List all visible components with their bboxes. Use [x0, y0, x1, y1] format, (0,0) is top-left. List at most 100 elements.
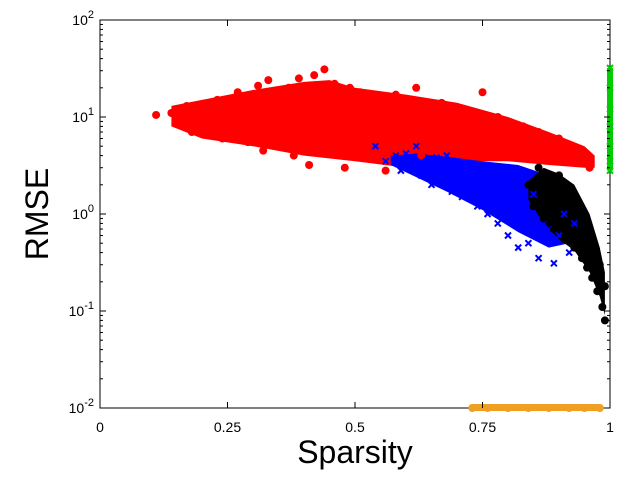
series-2-point-3 — [539, 214, 548, 223]
series-0-point-25 — [310, 71, 319, 80]
series-1-point-12 — [443, 151, 451, 160]
x-axis-label: Sparsity — [297, 434, 413, 470]
series-0-point-56 — [483, 122, 492, 131]
series-2-point-17 — [593, 287, 602, 296]
series-2-point-4 — [544, 185, 553, 194]
series-0-point-53 — [463, 134, 472, 143]
orange-band — [472, 404, 600, 411]
series-0-point-37 — [371, 134, 380, 143]
series-2-point-12 — [580, 219, 589, 228]
y-axis-label: RMSE — [19, 168, 55, 260]
series-0-point-6 — [208, 117, 217, 126]
series-0-point-9 — [223, 108, 232, 117]
series-1-point-33 — [550, 259, 558, 268]
series-1-point-35 — [560, 210, 568, 218]
series-0-point-21 — [289, 151, 298, 160]
series-2-point-0 — [524, 180, 533, 189]
series-2-point-5 — [549, 225, 558, 234]
series-0-point-8 — [218, 134, 227, 143]
series-1-point-36 — [565, 248, 573, 257]
series-0-point-49 — [432, 134, 441, 143]
series-1-point-7 — [417, 171, 426, 180]
series-1-point-6 — [412, 142, 420, 150]
series-0-point-32 — [345, 83, 354, 92]
series-0-point-16 — [264, 76, 273, 85]
red-cloud — [171, 80, 595, 168]
series-1-point-37 — [570, 219, 579, 228]
series-0-point-45 — [412, 83, 421, 92]
series-0-point-22 — [294, 74, 303, 83]
series-4-point-6 — [580, 404, 589, 412]
series-1-point-13 — [448, 187, 456, 196]
series-2-point-1 — [529, 202, 538, 211]
series-4-point-7 — [595, 404, 604, 412]
series-0-point-41 — [391, 90, 400, 99]
series-0-point-46 — [417, 151, 426, 160]
series-2-point-14 — [585, 231, 594, 240]
y-tick-label-4: 102 — [72, 9, 94, 28]
series-0-point-15 — [259, 146, 268, 155]
series-1-point-18 — [473, 202, 482, 211]
x-tick-label-3: 0.75 — [469, 419, 496, 435]
series-2-point-18 — [595, 260, 604, 269]
series-0-point-27 — [320, 65, 329, 74]
series-0-point-38 — [376, 95, 385, 104]
series-4-point-4 — [544, 404, 553, 412]
series-0-point-43 — [402, 98, 410, 107]
series-1-point-27 — [519, 202, 528, 211]
series-0-point-62 — [534, 128, 543, 137]
series-2-point-20 — [600, 282, 609, 291]
series-4-point-5 — [565, 404, 574, 412]
series-0-point-10 — [233, 88, 242, 97]
series-2-point-21 — [600, 316, 609, 325]
axis-ticks: 0 0.25 0.5 0.75 1 10-2 10-1 100 101 102 — [69, 9, 614, 435]
series-0-point-29 — [330, 79, 339, 88]
series-1-point-4 — [402, 149, 410, 158]
series-0-point-36 — [366, 93, 375, 102]
series-3-point-5 — [606, 157, 614, 165]
series-0-point-5 — [198, 105, 206, 114]
series-0-point-17 — [269, 113, 278, 121]
series-0-point-69 — [585, 163, 594, 172]
series-2-point-10 — [575, 210, 584, 218]
series-0-point-39 — [381, 166, 390, 175]
series-0-point-64 — [555, 134, 563, 143]
series-1-point-20 — [483, 210, 492, 218]
series-0-point-18 — [274, 93, 283, 102]
y-tick-label-0: 10-2 — [69, 397, 94, 416]
series-1-point-5 — [407, 164, 415, 172]
series-0-point-7 — [213, 95, 222, 104]
series-1-point-8 — [422, 157, 431, 165]
series-1-point-2 — [392, 151, 400, 160]
series-0-point-0 — [152, 110, 161, 119]
series-1-point-10 — [432, 154, 441, 162]
series-1-point-3 — [397, 166, 405, 175]
series-2-point-16 — [590, 243, 599, 252]
series-0-point-52 — [453, 105, 461, 114]
series-1-point-19 — [478, 166, 487, 175]
series-0-point-68 — [580, 151, 589, 160]
series-1-point-28 — [524, 239, 533, 247]
series-2-point-13 — [583, 263, 592, 272]
series-1-point-9 — [427, 181, 436, 189]
data-marks — [152, 64, 614, 412]
series-0-point-60 — [519, 122, 528, 131]
series-0-point-14 — [254, 81, 263, 90]
series-1-point-24 — [504, 231, 512, 240]
series-0-point-12 — [243, 138, 252, 147]
series-0-point-51 — [442, 122, 451, 131]
series-0-point-1 — [167, 108, 176, 117]
series-2-point-8 — [565, 195, 574, 204]
series-4-point-0 — [468, 404, 477, 412]
series-3-point-2 — [606, 105, 614, 114]
series-0-point-59 — [509, 134, 518, 143]
x-tick-label-4: 1 — [606, 419, 614, 435]
series-2-point-7 — [560, 235, 569, 244]
series-0-point-2 — [172, 119, 181, 128]
series-0-point-31 — [340, 163, 349, 172]
series-0-point-3 — [182, 101, 191, 110]
series-0-point-63 — [544, 142, 553, 151]
series-4-point-3 — [524, 404, 533, 412]
series-0-point-4 — [187, 128, 196, 137]
